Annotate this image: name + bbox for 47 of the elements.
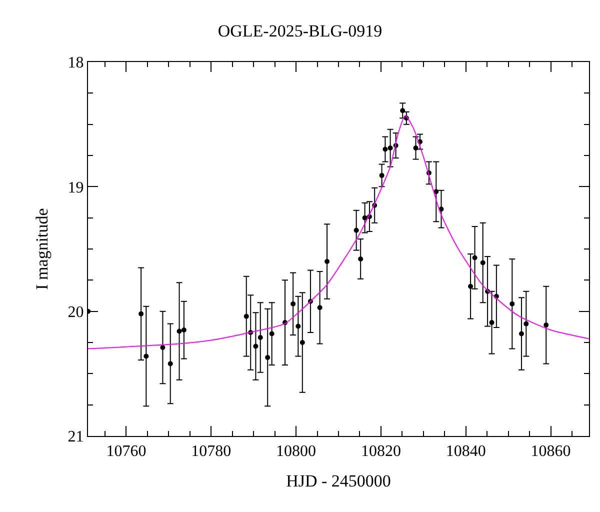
point xyxy=(480,260,486,266)
point xyxy=(265,354,270,360)
point xyxy=(510,301,515,306)
point xyxy=(290,301,296,306)
point xyxy=(544,322,549,328)
y-axis-title: I magnitude xyxy=(32,208,52,290)
point xyxy=(258,335,263,340)
point xyxy=(472,255,478,260)
point xyxy=(144,354,149,359)
point xyxy=(468,284,474,289)
point xyxy=(296,324,301,329)
y-tick-label: 20 xyxy=(68,304,84,321)
point xyxy=(518,331,524,336)
point xyxy=(362,215,368,220)
x-tick-label: 10860 xyxy=(530,443,571,460)
point xyxy=(354,228,359,233)
point xyxy=(269,331,274,336)
y-tick-label: 19 xyxy=(68,179,84,196)
y-tick-label: 18 xyxy=(68,54,84,72)
point xyxy=(168,361,173,366)
x-tick-label: 10780 xyxy=(191,443,232,460)
line-series xyxy=(88,115,589,350)
x-tick-label: 10760 xyxy=(106,443,146,460)
point xyxy=(176,328,182,334)
x-axis-title: HJD - 2450000 xyxy=(286,472,391,491)
point xyxy=(160,344,166,350)
point xyxy=(244,314,249,319)
point xyxy=(524,321,529,326)
point xyxy=(253,344,258,349)
point xyxy=(300,340,305,345)
point xyxy=(181,328,186,333)
point xyxy=(434,189,439,194)
x-tick-label: 10800 xyxy=(276,443,316,460)
point xyxy=(489,320,494,326)
y-tick-label: 21 xyxy=(68,428,84,446)
point xyxy=(388,146,393,151)
point xyxy=(379,172,384,178)
point xyxy=(317,305,322,310)
point xyxy=(138,311,144,316)
point xyxy=(358,256,364,262)
point xyxy=(400,108,406,114)
point xyxy=(382,146,388,152)
point xyxy=(324,258,330,264)
point xyxy=(413,146,418,151)
chart-title: OGLE-2025-BLG-0919 xyxy=(218,22,382,41)
x-tick-label: 10820 xyxy=(360,443,401,460)
x-tick-label: 10840 xyxy=(446,443,486,460)
